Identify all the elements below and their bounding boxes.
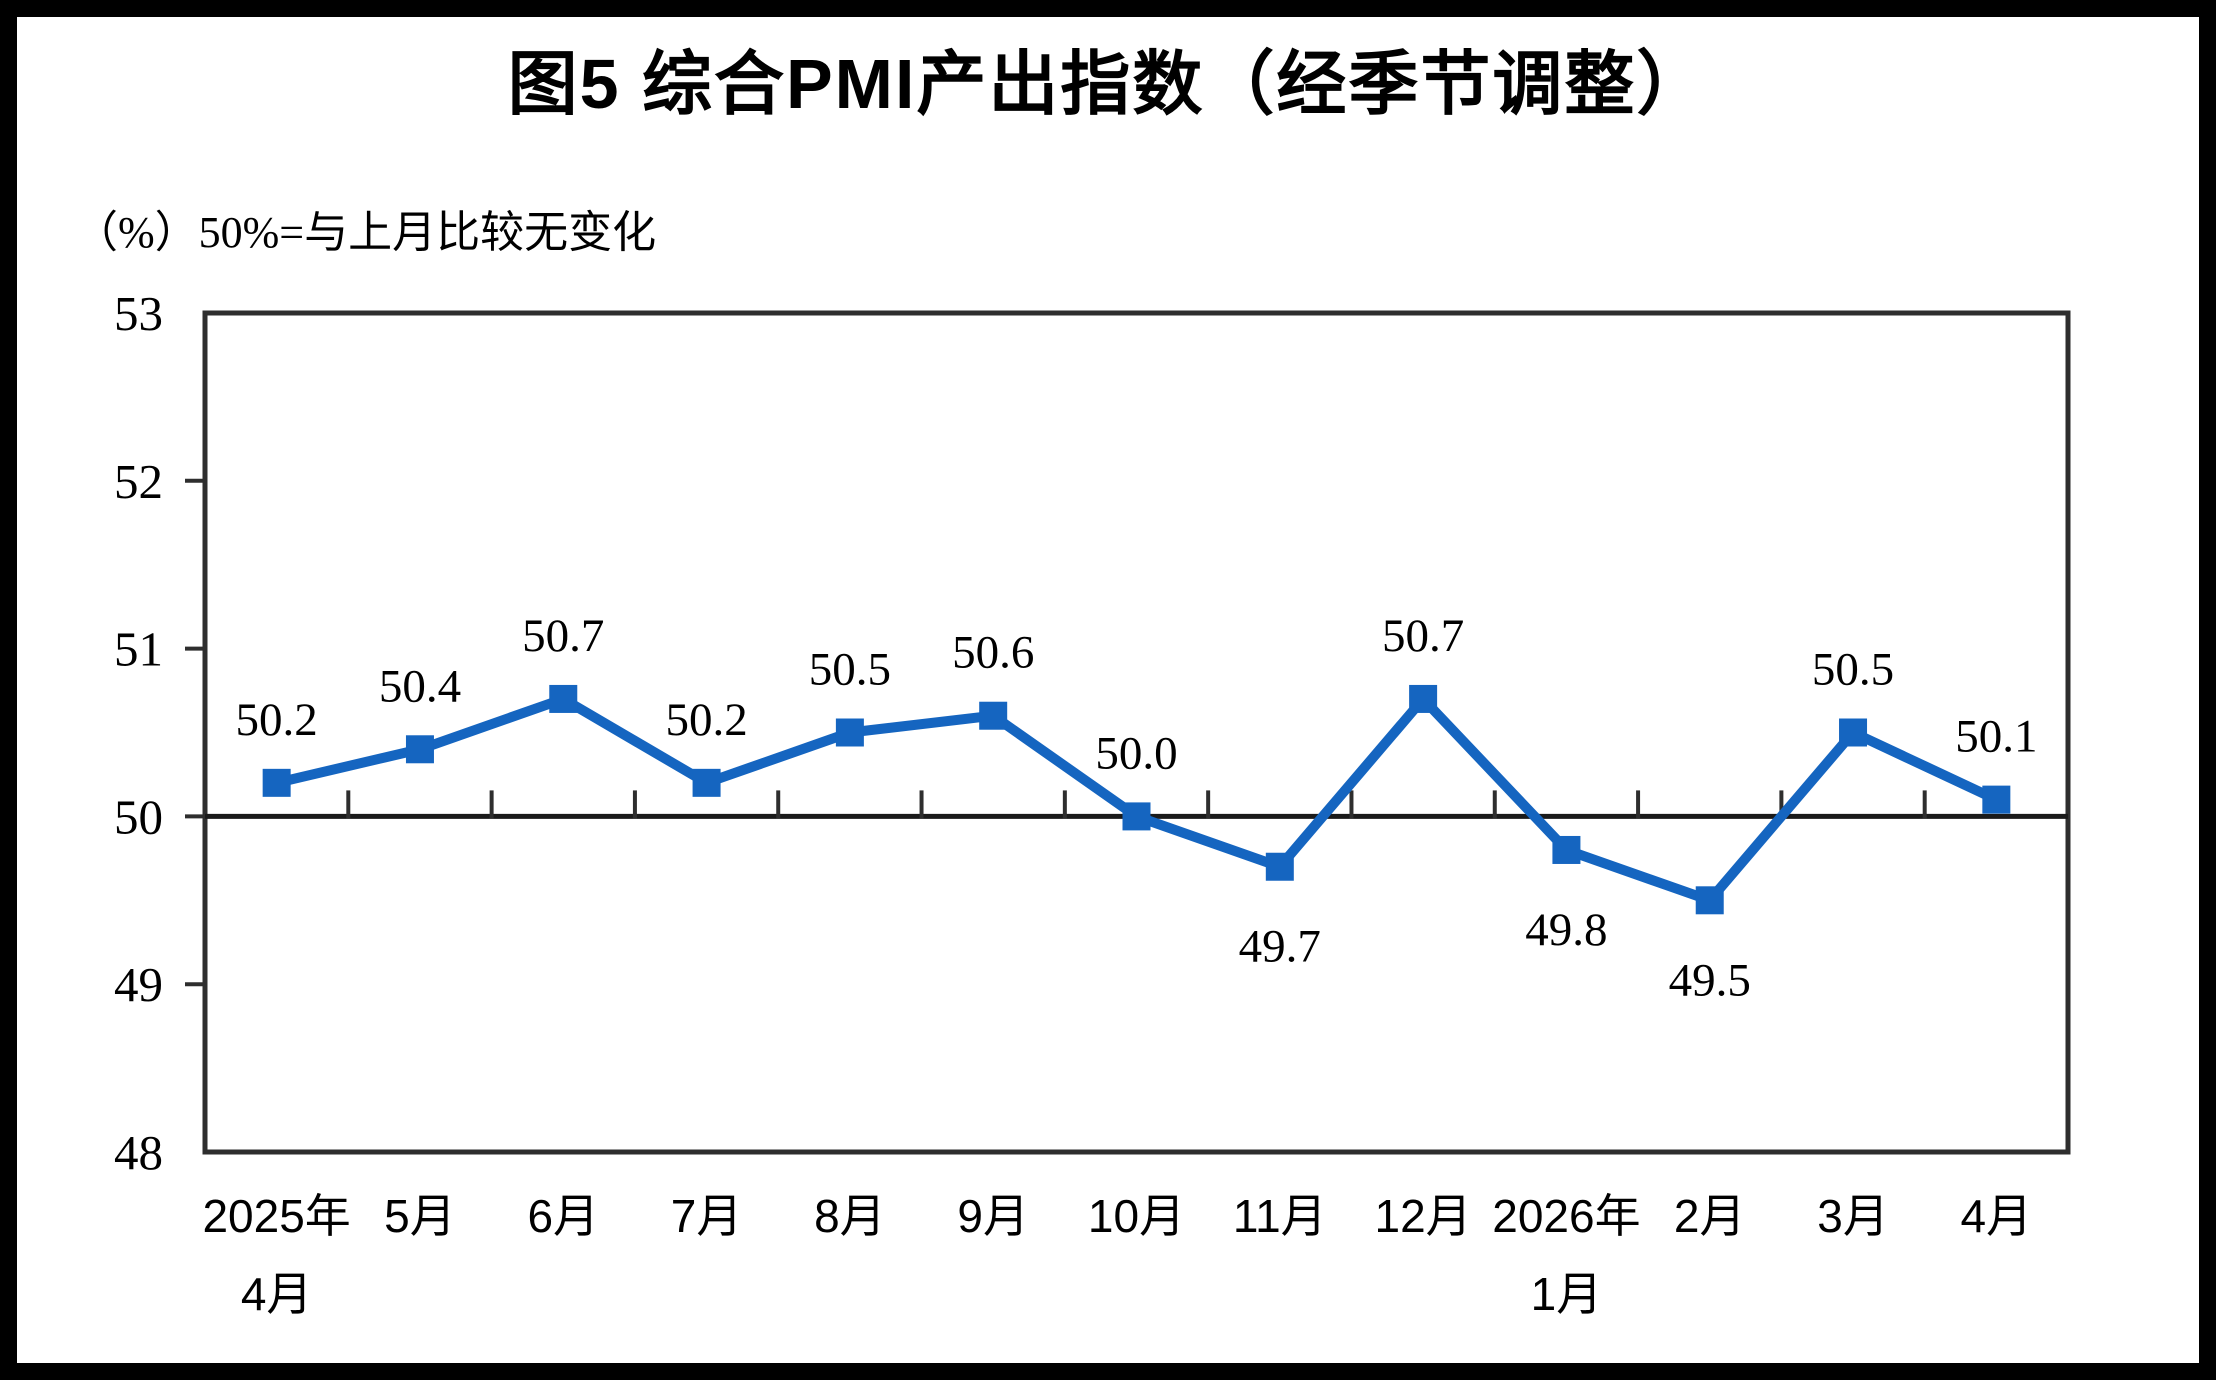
x-axis-tick-label: 11月 bbox=[1233, 1190, 1327, 1242]
data-point-label: 50.5 bbox=[809, 644, 891, 696]
data-point-label: 50.4 bbox=[379, 660, 461, 712]
data-point-label: 50.2 bbox=[236, 694, 318, 746]
y-axis-tick-label: 52 bbox=[114, 454, 163, 509]
data-point-label: 50.6 bbox=[952, 627, 1034, 679]
data-point-label: 49.5 bbox=[1669, 954, 1751, 1006]
data-point-label: 50.7 bbox=[522, 610, 604, 662]
x-axis-tick-label: 10月 bbox=[1088, 1190, 1185, 1242]
x-axis-tick-label: 2025年 bbox=[202, 1190, 350, 1242]
data-point-marker bbox=[835, 718, 864, 747]
x-axis-tick-label: 7月 bbox=[671, 1190, 743, 1242]
x-axis-tick-label: 4月 bbox=[241, 1268, 313, 1320]
data-point-label: 50.2 bbox=[665, 694, 747, 746]
x-axis-tick-label: 6月 bbox=[527, 1190, 599, 1242]
data-point-marker bbox=[979, 701, 1008, 730]
data-point-label: 50.7 bbox=[1382, 610, 1464, 662]
plot-frame bbox=[202, 310, 2071, 1155]
data-point-marker bbox=[1982, 785, 2011, 814]
data-point-label: 50.1 bbox=[1955, 711, 2037, 763]
x-axis-tick-label: 9月 bbox=[957, 1190, 1029, 1242]
axis-unit-note: （%）50%=与上月比较无变化 bbox=[74, 208, 657, 257]
x-axis-tick-label: 2026年 bbox=[1492, 1190, 1640, 1242]
x-axis-tick-label: 4月 bbox=[1961, 1190, 2033, 1242]
data-point-marker bbox=[692, 768, 721, 797]
data-point-marker bbox=[1122, 802, 1151, 831]
data-point-label: 50.5 bbox=[1812, 644, 1894, 696]
data-point-marker bbox=[1265, 852, 1294, 881]
data-point-marker bbox=[405, 735, 434, 764]
y-axis-tick-label: 50 bbox=[114, 789, 163, 844]
chart-title: 图5 综合PMI产出指数（经季节调整） bbox=[507, 45, 1709, 123]
data-point-marker bbox=[1839, 718, 1868, 747]
data-point-marker bbox=[1695, 886, 1724, 915]
x-axis-tick-label: 8月 bbox=[814, 1190, 886, 1242]
y-axis-tick-label: 48 bbox=[114, 1125, 163, 1180]
x-axis-tick-label: 12月 bbox=[1375, 1190, 1472, 1242]
x-axis-tick-label: 1月 bbox=[1531, 1268, 1603, 1320]
data-point-marker bbox=[262, 768, 291, 797]
data-point-marker bbox=[549, 684, 578, 713]
x-axis-tick-label: 2月 bbox=[1674, 1190, 1746, 1242]
y-axis-tick-label: 49 bbox=[114, 957, 163, 1012]
x-axis-tick-label: 3月 bbox=[1817, 1190, 1889, 1242]
data-point-marker bbox=[1409, 684, 1438, 713]
y-axis-tick-label: 53 bbox=[114, 286, 163, 341]
data-point-label: 49.7 bbox=[1239, 921, 1321, 973]
y-axis-tick-label: 51 bbox=[114, 622, 163, 677]
data-point-marker bbox=[1552, 835, 1581, 864]
data-point-label: 49.8 bbox=[1525, 904, 1607, 956]
data-point-label: 50.0 bbox=[1095, 727, 1177, 779]
x-axis-tick-label: 5月 bbox=[384, 1190, 456, 1242]
